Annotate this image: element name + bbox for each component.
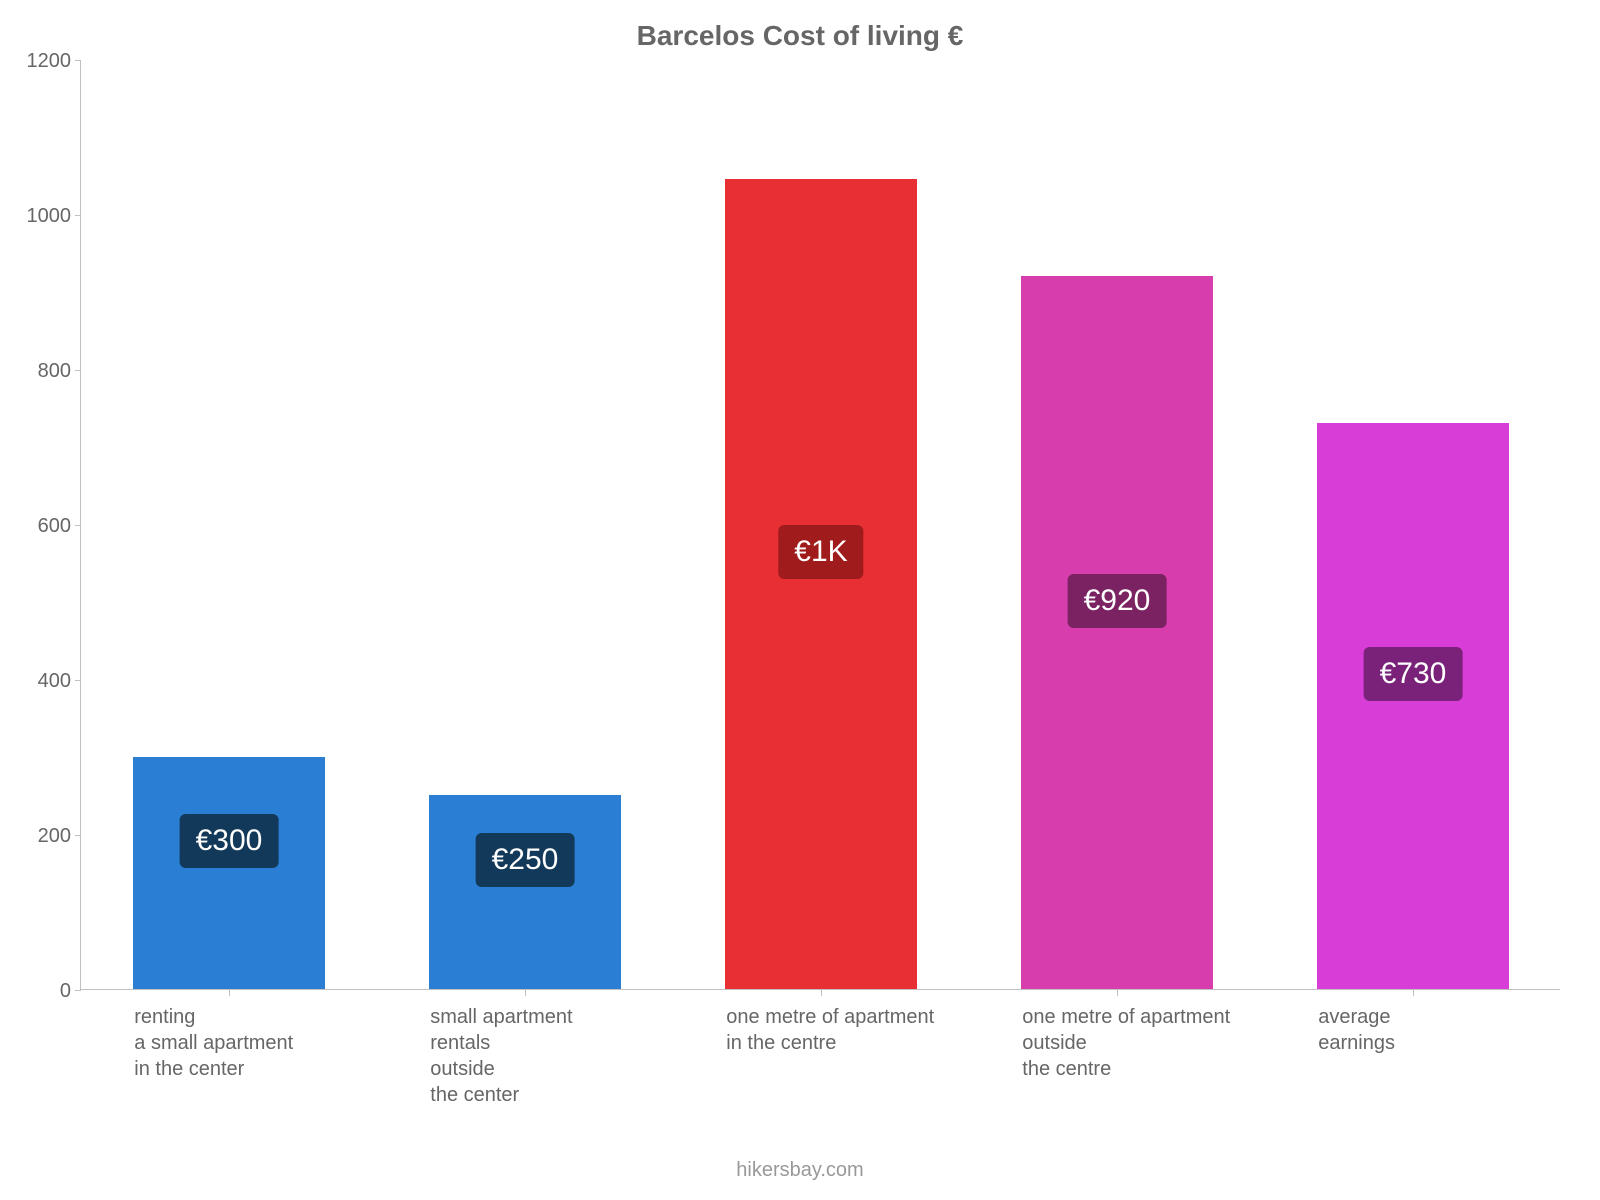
- chart-title: Barcelos Cost of living €: [0, 20, 1600, 52]
- bar: [725, 179, 917, 989]
- bar-value-label: €920: [1068, 574, 1167, 628]
- ytick-label: 1200: [11, 50, 81, 73]
- xtick-label: one metre of apartment in the centre: [726, 1004, 934, 1056]
- ytick-label: 1000: [11, 205, 81, 228]
- ytick-label: 800: [11, 360, 81, 383]
- bar-value-label: €1K: [778, 525, 863, 579]
- bar: [133, 757, 325, 990]
- ytick-label: 0: [11, 980, 81, 1003]
- bar-value-label: €300: [180, 814, 279, 868]
- chart-container: Barcelos Cost of living € 02004006008001…: [0, 0, 1600, 1200]
- bar: [1317, 423, 1509, 989]
- attribution: hikersbay.com: [0, 1159, 1600, 1182]
- xtick-mark: [525, 990, 526, 996]
- bar-value-label: €250: [476, 833, 575, 887]
- xtick-mark: [821, 990, 822, 996]
- xtick-label: renting a small apartment in the center: [134, 1004, 293, 1082]
- plot-area: 020040060080010001200€300renting a small…: [80, 60, 1560, 990]
- xtick-label: average earnings: [1318, 1004, 1395, 1056]
- xtick-mark: [229, 990, 230, 996]
- ytick-label: 400: [11, 670, 81, 693]
- bar-value-label: €730: [1364, 647, 1463, 701]
- ytick-label: 200: [11, 825, 81, 848]
- bar: [429, 795, 621, 989]
- xtick-label: small apartment rentals outside the cent…: [430, 1004, 572, 1108]
- xtick-mark: [1413, 990, 1414, 996]
- ytick-label: 600: [11, 515, 81, 538]
- xtick-mark: [1117, 990, 1118, 996]
- xtick-label: one metre of apartment outside the centr…: [1022, 1004, 1230, 1082]
- bar: [1021, 276, 1213, 989]
